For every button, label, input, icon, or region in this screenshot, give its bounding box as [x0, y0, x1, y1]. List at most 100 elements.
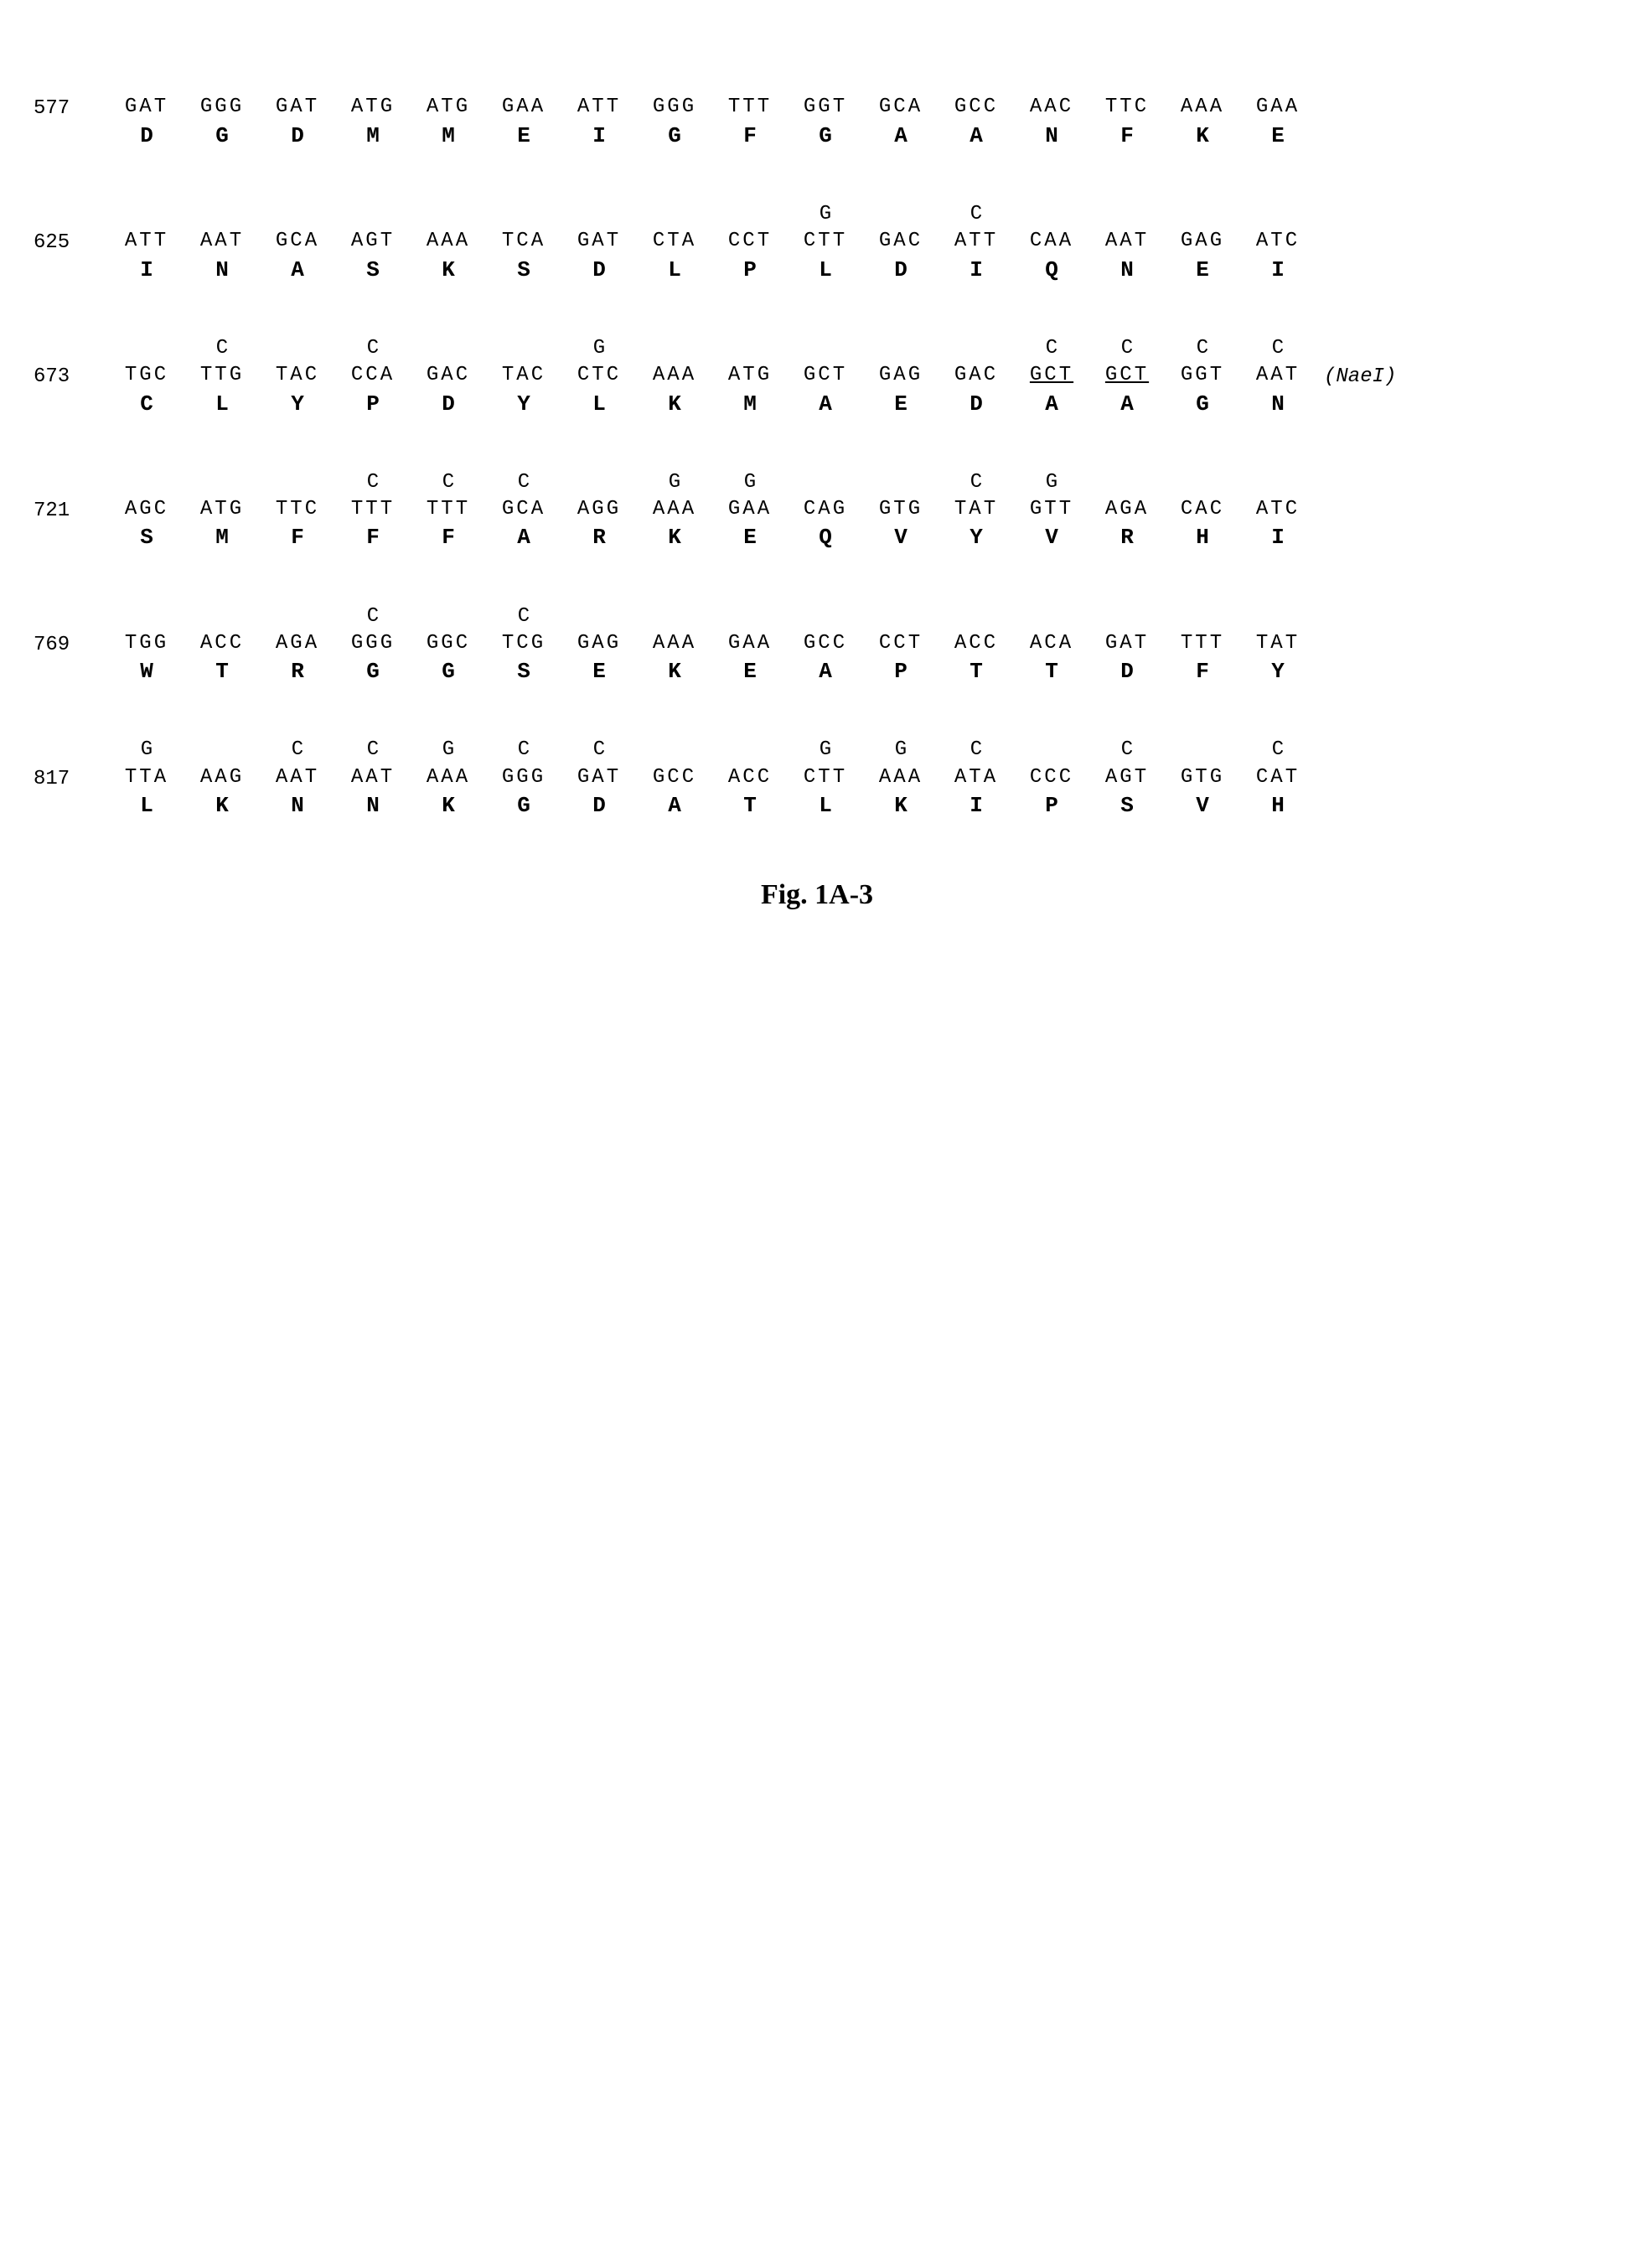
codon-cell: GAGE	[863, 335, 939, 419]
codon-triplet: CAG	[804, 496, 847, 523]
codon-cell: TACY	[260, 335, 335, 419]
codon-triplet: TTT	[351, 496, 395, 523]
codon-triplet: GCC	[804, 630, 847, 657]
amino-acid: F	[366, 523, 380, 552]
codon-triplet: AGT	[1105, 764, 1149, 791]
codon-cell: AACN	[1014, 67, 1089, 151]
variant-base: C	[367, 603, 379, 630]
variant-base	[1197, 603, 1208, 630]
variant-base: C	[1272, 737, 1284, 764]
codon-triplet: AAA	[653, 630, 696, 657]
codon-triplet: CAC	[1181, 496, 1224, 523]
codon-triplet: CAT	[1256, 764, 1300, 791]
variant-base	[820, 469, 831, 496]
variant-base: G	[669, 469, 680, 496]
amino-acid: G	[668, 122, 681, 151]
amino-acid: S	[517, 256, 530, 285]
variant-base	[518, 67, 530, 94]
amino-acid: L	[819, 256, 832, 285]
amino-acid: N	[215, 256, 229, 285]
codon-triplet: GAA	[728, 496, 772, 523]
variant-base: G	[820, 737, 831, 764]
amino-acid: G	[819, 122, 832, 151]
codon-triplet: AAA	[1181, 94, 1224, 121]
codon-cell: GGTTV	[1014, 469, 1089, 553]
variant-base: C	[367, 737, 379, 764]
codon-cell: CGCTA	[1014, 335, 1089, 419]
amino-acid: T	[970, 657, 983, 686]
amino-acid: T	[215, 657, 229, 686]
codon-cell: CGGTG	[1165, 335, 1240, 419]
codon-triplet: GAT	[577, 764, 621, 791]
variant-base	[216, 603, 228, 630]
codon-triplet: TTT	[728, 94, 772, 121]
codon-cell: CTAL	[637, 201, 712, 285]
variant-base	[820, 603, 831, 630]
codon-triplet: ATT	[954, 228, 998, 255]
variant-base	[1121, 469, 1133, 496]
amino-acid: F	[1120, 122, 1134, 151]
amino-acid: E	[743, 657, 757, 686]
codon-cell: TTCF	[1089, 67, 1165, 151]
variant-base: C	[518, 469, 530, 496]
variant-base	[292, 603, 303, 630]
variant-base	[141, 335, 153, 362]
variant-base	[141, 469, 153, 496]
variant-base	[744, 201, 756, 228]
codon-cell: GCTTL	[788, 737, 863, 821]
amino-acid: A	[1045, 390, 1058, 419]
variant-base	[442, 335, 454, 362]
codon-triplet: TTG	[200, 362, 244, 389]
codon-cell: ACCT	[939, 603, 1014, 687]
codon-cell: TTTF	[1165, 603, 1240, 687]
codon-cell: CTCGS	[486, 603, 561, 687]
amino-acid: E	[517, 122, 530, 151]
variant-base	[593, 603, 605, 630]
variant-base	[442, 201, 454, 228]
amino-acid: N	[366, 791, 380, 821]
codon-cell: GACD	[939, 335, 1014, 419]
codon-cell: CATAI	[939, 737, 1014, 821]
amino-acid: L	[668, 256, 681, 285]
amino-acid: I	[140, 256, 153, 285]
codon-cell: CCCAP	[335, 335, 411, 419]
codon-triplet: GGG	[502, 764, 546, 791]
amino-acid: L	[592, 390, 606, 419]
codon-triplet: TTA	[125, 764, 168, 791]
variant-base	[895, 335, 907, 362]
amino-acid: G	[442, 657, 455, 686]
codon-triplet: AAT	[276, 764, 319, 791]
codon-cell: CTTTF	[335, 469, 411, 553]
codon-cell: ATCI	[1240, 201, 1316, 285]
codon-cell: ATGM	[411, 67, 486, 151]
codon-cell: ATGM	[712, 335, 788, 419]
variant-base: G	[1046, 469, 1057, 496]
codon-cell: AATN	[1089, 201, 1165, 285]
variant-base: C	[970, 201, 982, 228]
codon-cell: GCTTL	[788, 201, 863, 285]
amino-acid: M	[442, 122, 455, 151]
codon-cell: TGCC	[109, 335, 184, 419]
codon-triplet: CCC	[1030, 764, 1073, 791]
codon-cell: CGATD	[561, 737, 637, 821]
codon-cell: CAAQ	[1014, 201, 1089, 285]
codon-cell: GAGE	[1165, 201, 1240, 285]
codon-triplet: AAT	[351, 764, 395, 791]
variant-base	[820, 67, 831, 94]
codon-triplet: GAG	[1181, 228, 1224, 255]
amino-acid: D	[894, 256, 907, 285]
amino-acid: R	[1120, 523, 1134, 552]
amino-acid: W	[140, 657, 153, 686]
amino-acid: D	[1120, 657, 1134, 686]
codon-cell: CTATY	[939, 469, 1014, 553]
amino-acid: A	[970, 122, 983, 151]
amino-acid: A	[1120, 390, 1134, 419]
codon-triplet: ATG	[351, 94, 395, 121]
amino-acid: N	[1271, 390, 1285, 419]
codon-triplet: ATG	[200, 496, 244, 523]
amino-acid: P	[366, 390, 380, 419]
amino-acid: G	[1196, 390, 1209, 419]
codon-cell: ATCI	[1240, 469, 1316, 553]
codon-triplet: GGG	[653, 94, 696, 121]
codon-cell: GAAAK	[863, 737, 939, 821]
